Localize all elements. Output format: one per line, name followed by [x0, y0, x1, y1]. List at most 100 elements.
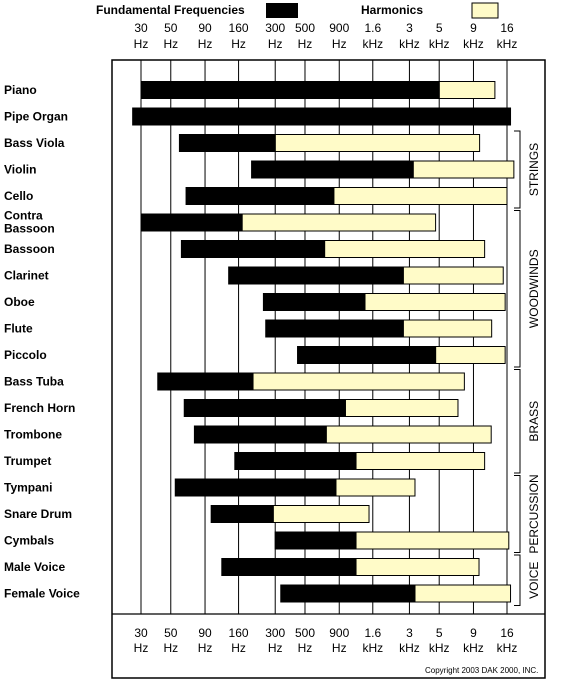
instrument-label: Flute	[4, 322, 33, 336]
x-tick-value: 160	[229, 21, 249, 35]
x-tick-value: 50	[164, 21, 178, 35]
group-bracket	[514, 130, 521, 209]
fundamental-bar	[251, 160, 414, 179]
x-tick-value: 9	[470, 21, 477, 35]
harmonics-bar	[412, 160, 515, 179]
instrument-row: Female Voice	[4, 584, 512, 603]
x-tick-unit: kHz	[463, 37, 484, 51]
x-tick-unit: kHz	[497, 641, 518, 655]
instrument-label: Bassoon	[4, 242, 55, 256]
instrument-row: Violin	[4, 160, 515, 179]
harmonics-bar	[355, 531, 510, 550]
instrument-label: Male Voice	[4, 560, 65, 574]
x-tick-unit: kHz	[399, 37, 420, 51]
instrument-label: Piano	[4, 83, 37, 97]
instrument-row: Bass Viola	[4, 134, 481, 152]
x-tick-unit: kHz	[463, 641, 484, 655]
instrument-label: Trombone	[4, 428, 62, 442]
x-tick-value: 160	[229, 626, 249, 640]
x-tick-unit: Hz	[198, 641, 213, 655]
x-tick-unit: Hz	[163, 641, 178, 655]
x-tick-value: 50	[164, 626, 178, 640]
x-tick-unit: Hz	[231, 37, 246, 51]
x-tick-unit: Hz	[298, 37, 313, 51]
instrument-label: Oboe	[4, 295, 35, 309]
legend: Fundamental Frequencies Harmonics	[96, 2, 499, 19]
instrument-row: Flute	[4, 319, 493, 338]
legend-fundamental-swatch	[266, 3, 298, 18]
instrument-label: Piccolo	[4, 348, 47, 362]
copyright-text: Copyright 2003 DAK 2000, INC.	[425, 666, 538, 675]
x-tick-unit: kHz	[362, 37, 383, 51]
harmonics-bar	[414, 584, 512, 603]
x-tick-unit: Hz	[163, 37, 178, 51]
x-tick-value: 900	[329, 21, 349, 35]
harmonics-bar	[335, 478, 416, 497]
x-tick-value: 900	[329, 626, 349, 640]
fundamental-bar	[183, 399, 346, 417]
x-tick-value: 300	[265, 21, 285, 35]
instrument-row: Tympani	[4, 478, 416, 497]
instrument-groups: STRINGS WOODWINDS BRASS PERCUSSION VOICE	[514, 130, 541, 606]
instrument-label: Bass Viola	[4, 136, 65, 150]
top-tick-labels: 30 Hz 50 Hz 90 Hz 160 Hz 300 Hz 500 Hz 900 Hz 1.6 kHz 3 k…	[134, 21, 518, 51]
instrument-row: Pipe Organ	[4, 107, 512, 126]
x-tick-unit: Hz	[268, 37, 283, 51]
x-tick-value: 3	[406, 626, 413, 640]
harmonics-bar	[325, 425, 492, 444]
instrument-row: Cymbals	[4, 531, 510, 550]
fundamental-bar	[174, 478, 337, 497]
harmonics-bar	[355, 558, 480, 576]
group-bracket	[514, 369, 521, 474]
group-label: STRINGS	[527, 143, 541, 196]
x-tick-value: 5	[436, 21, 443, 35]
fundamental-bar	[234, 452, 357, 470]
x-tick-unit: Hz	[298, 641, 313, 655]
instrument-row: Piano	[4, 81, 496, 99]
x-tick-value: 5	[436, 626, 443, 640]
instrument-label: Bassoon	[4, 222, 55, 236]
fundamental-bar	[140, 213, 243, 232]
x-tick-unit: Hz	[198, 37, 213, 51]
harmonics-bar	[435, 346, 506, 364]
x-tick-value: 30	[134, 626, 148, 640]
instrument-row: Clarinet	[4, 266, 504, 285]
instrument-row: Trombone	[4, 425, 492, 444]
fundamental-bar	[221, 558, 357, 576]
fundamental-bar	[132, 107, 512, 126]
fundamental-bar	[265, 319, 404, 338]
group-bracket	[514, 210, 521, 368]
instrument-label: Cello	[4, 189, 33, 203]
x-tick-unit: kHz	[362, 641, 383, 655]
instrument-rows: Piano Pipe Organ Bass Viola Violin Cello Cont…	[4, 81, 515, 603]
x-tick-unit: Hz	[268, 641, 283, 655]
instrument-row: French Horn	[4, 399, 459, 417]
instrument-label: French Horn	[4, 401, 75, 415]
fundamental-bar	[180, 240, 326, 258]
harmonics-bar	[344, 399, 459, 417]
fundamental-bar	[185, 187, 335, 205]
fundamental-bar	[210, 505, 274, 523]
instrument-row: Piccolo	[4, 346, 506, 364]
instrument-row: Cello	[4, 187, 508, 205]
harmonics-bar	[324, 240, 486, 258]
harmonics-bar	[355, 452, 486, 470]
x-tick-value: 90	[198, 626, 212, 640]
harmonics-bar	[438, 81, 496, 99]
fundamental-bar	[193, 425, 327, 444]
harmonics-bar	[402, 319, 493, 338]
x-tick-unit: Hz	[231, 641, 246, 655]
legend-harmonics-swatch	[471, 2, 499, 19]
instrument-label: Cymbals	[4, 534, 54, 548]
x-tick-value: 300	[265, 626, 285, 640]
x-tick-value: 500	[295, 21, 315, 35]
fundamental-bar	[280, 584, 416, 603]
group-label: VOICE	[527, 562, 541, 599]
harmonics-bar	[274, 134, 481, 152]
x-tick-value: 1.6	[364, 21, 381, 35]
x-tick-value: 3	[406, 21, 413, 35]
x-tick-unit: kHz	[497, 37, 518, 51]
x-tick-value: 30	[134, 21, 148, 35]
harmonics-bar	[241, 213, 437, 232]
